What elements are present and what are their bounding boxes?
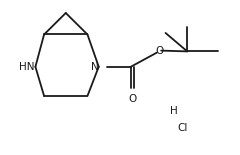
Text: Cl: Cl [178,123,188,133]
Text: N: N [91,62,99,72]
Text: O: O [128,94,136,104]
Text: O: O [155,46,163,56]
Text: H: H [170,106,178,116]
Text: HN: HN [19,62,35,72]
